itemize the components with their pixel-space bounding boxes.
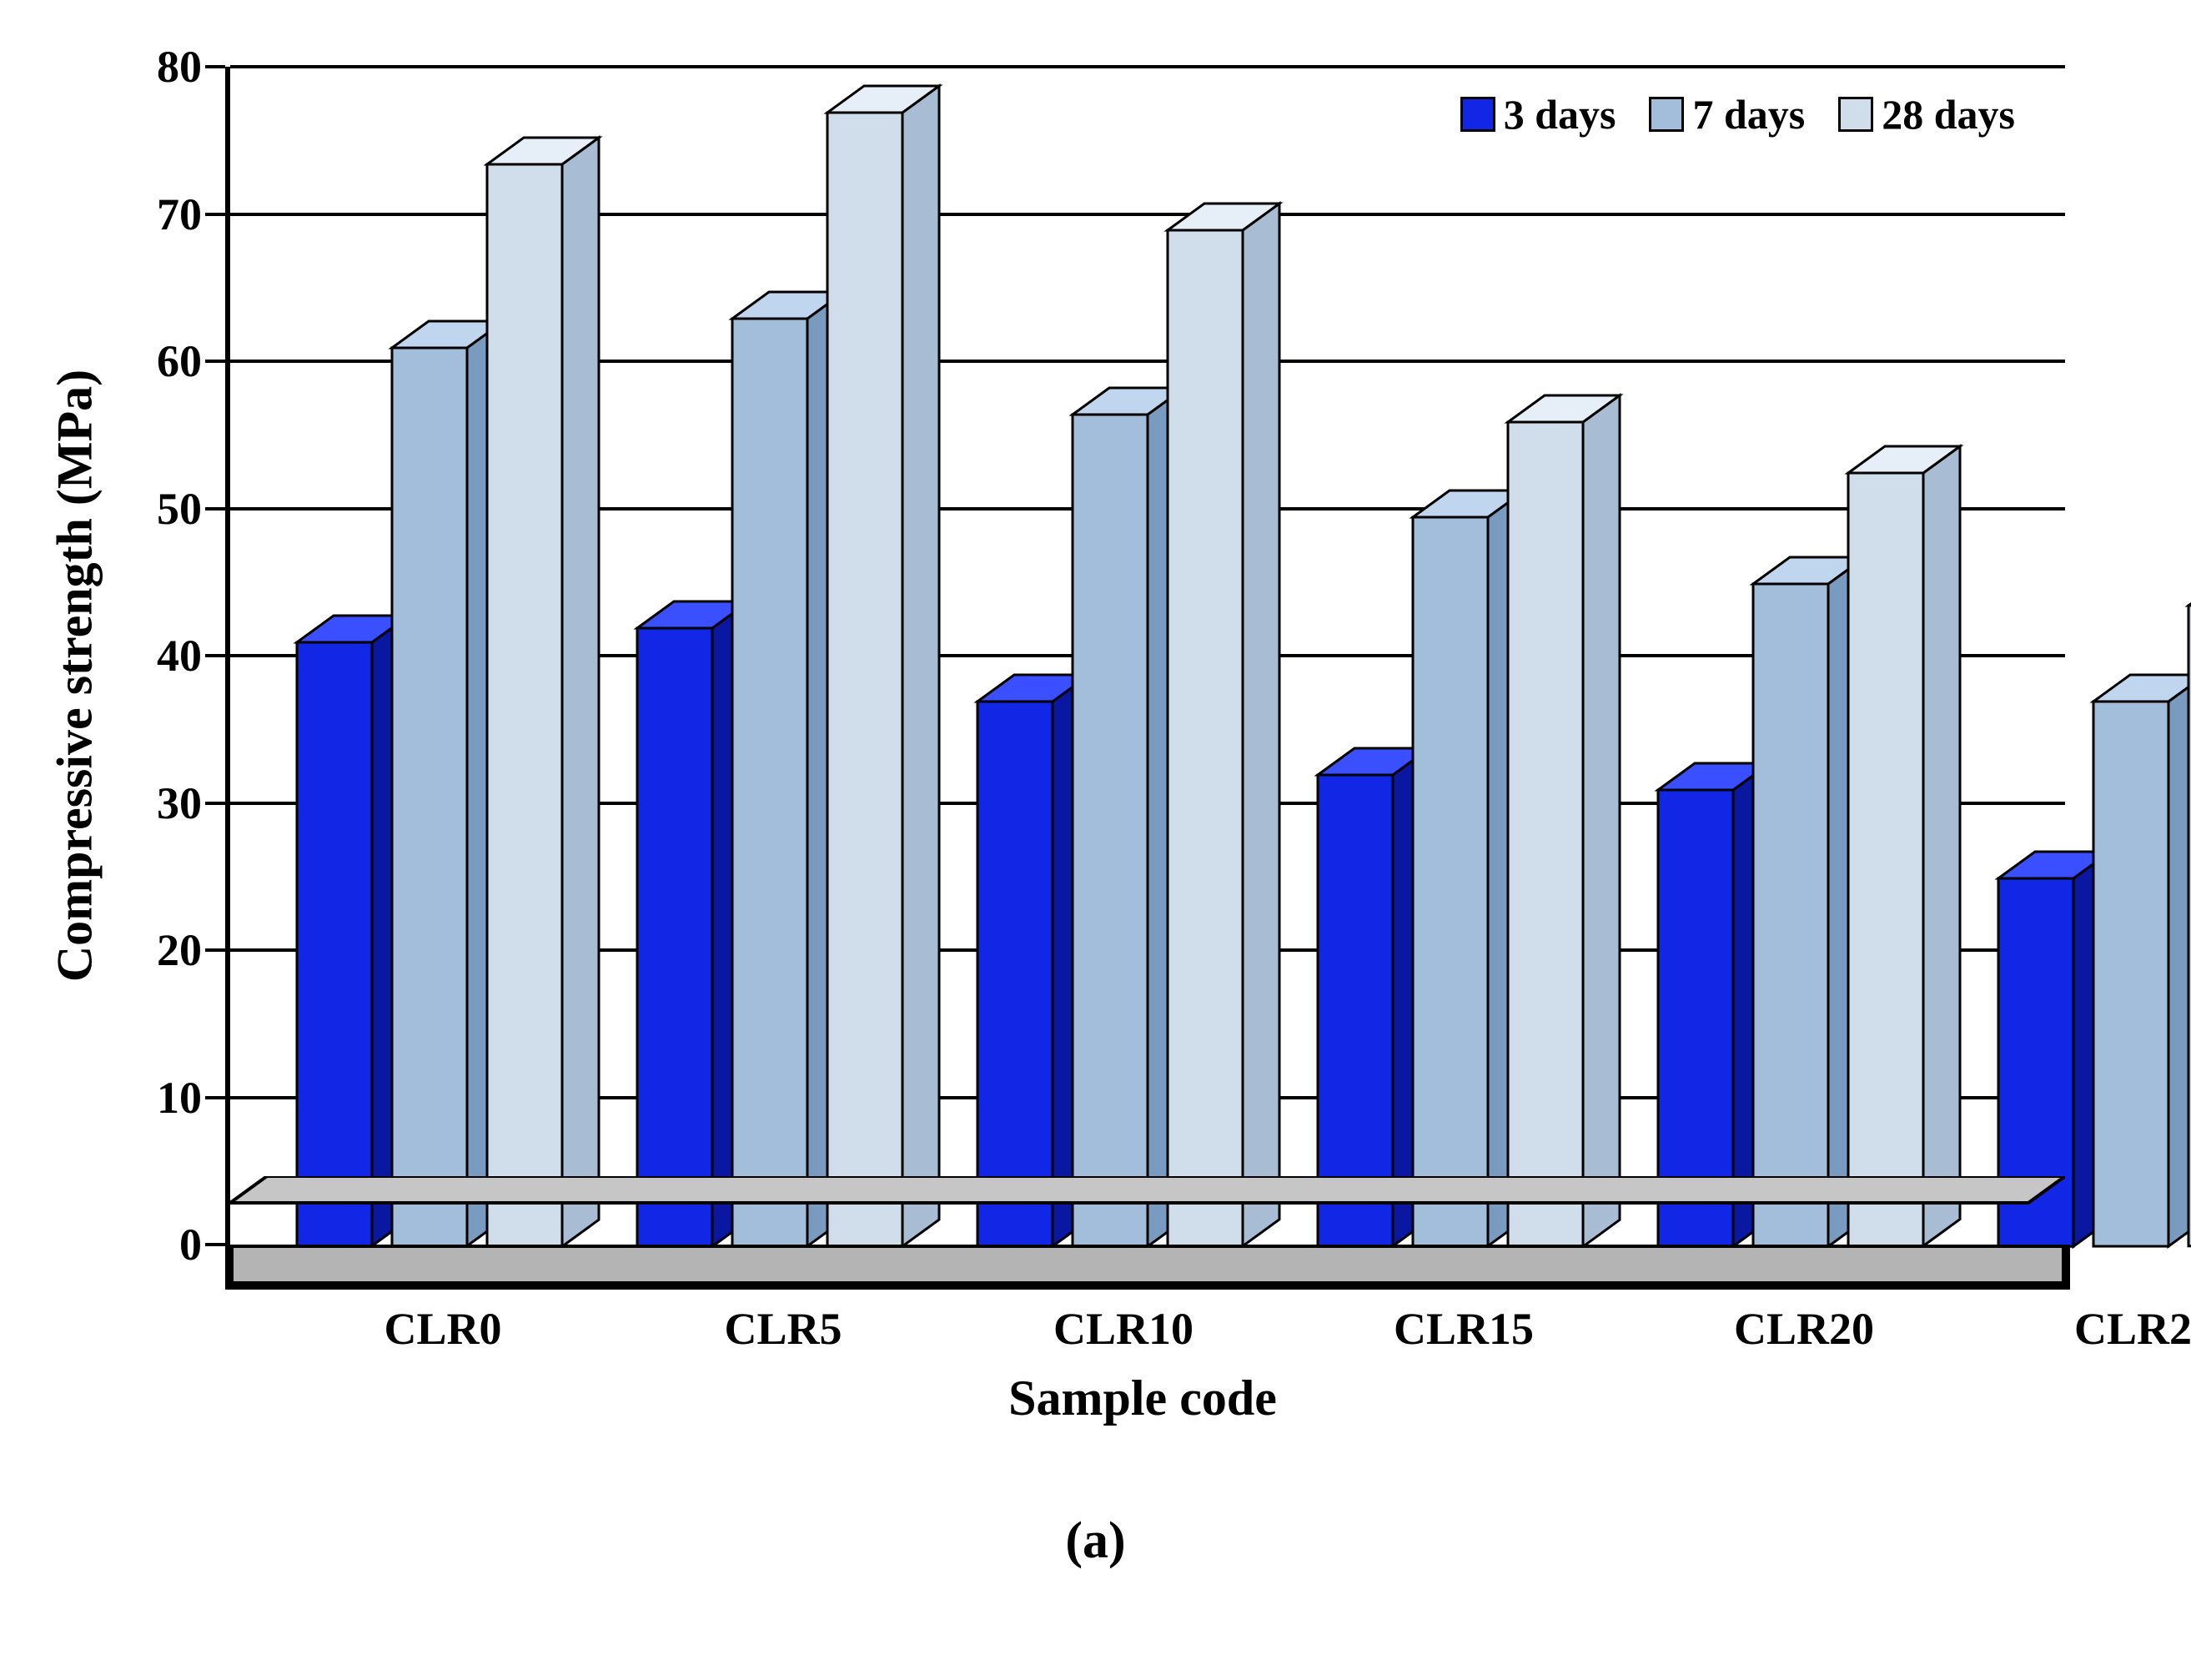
y-tick-label: 0	[179, 1219, 230, 1270]
bar	[1848, 446, 1960, 1246]
legend-item: 28 days	[1838, 90, 2015, 138]
gridline	[230, 65, 2065, 68]
floor-front	[230, 1245, 2065, 1285]
y-tick-label: 20	[157, 924, 230, 976]
x-axis-label: Sample code	[1008, 1370, 1277, 1427]
legend-swatch	[1838, 97, 1873, 132]
legend-label: 7 days	[1692, 90, 1805, 138]
x-tick-label: CLR20	[1734, 1303, 1874, 1355]
legend-label: 28 days	[1882, 90, 2015, 138]
y-tick-label: 10	[157, 1072, 230, 1124]
legend-swatch	[1460, 97, 1495, 132]
y-tick-label: 30	[157, 777, 230, 829]
figure-container: 0 10 20 30 40 50 60 70 80 3 days 7 days 28 days CL…	[0, 0, 2191, 1680]
floor-top-poly	[230, 1176, 2065, 1246]
legend-item: 7 days	[1649, 90, 1805, 138]
legend-swatch	[1649, 97, 1684, 132]
y-axis-label: Compressive strength (MPa)	[47, 370, 104, 982]
right-axis-line	[2065, 1245, 2070, 1290]
chart-area: 0 10 20 30 40 50 60 70 80 3 days 7 days 28 days CL…	[0, 0, 2191, 1680]
bar	[2093, 675, 2191, 1246]
bar	[1168, 204, 1279, 1246]
x-tick-label: CLR0	[384, 1303, 501, 1355]
bar	[827, 86, 939, 1246]
y-tick-label: 80	[157, 41, 230, 93]
legend-item: 3 days	[1460, 90, 1616, 138]
plot-region: 01020304050607080 3 days7 days28 days	[225, 67, 2065, 1290]
x-tick-label: CLR15	[1394, 1303, 1534, 1355]
subfigure-caption: (a)	[1065, 1511, 1125, 1571]
y-tick-label: 50	[157, 483, 230, 535]
legend: 3 days 7 days 28 days	[1460, 90, 2015, 138]
bar	[1508, 395, 1620, 1246]
y-tick-label: 70	[157, 189, 230, 240]
x-tick-label: CLR25	[2074, 1303, 2191, 1355]
x-tick-label: CLR5	[724, 1303, 842, 1355]
bar	[487, 138, 599, 1246]
y-tick-label: 40	[157, 630, 230, 682]
legend-label: 3 days	[1504, 90, 1616, 138]
x-tick-label: CLR10	[1053, 1303, 1193, 1355]
y-tick-label: 60	[157, 335, 230, 387]
